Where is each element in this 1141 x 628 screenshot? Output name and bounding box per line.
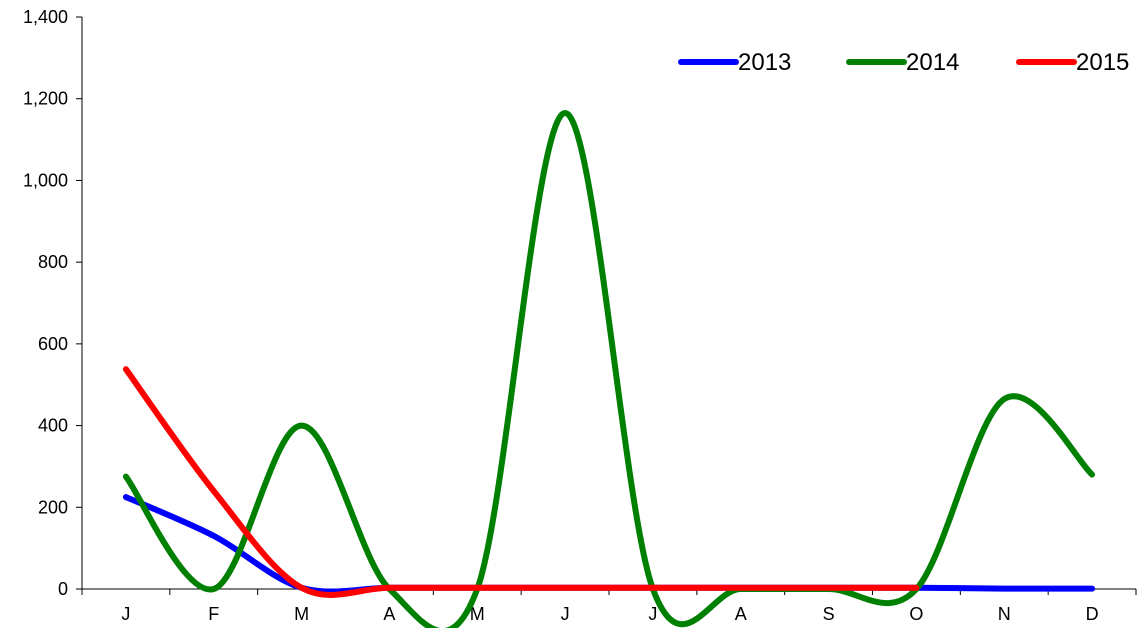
y-tick-label: 0 [58,579,68,599]
series-line-2015 [126,369,917,595]
y-tick-label: 400 [38,416,68,436]
legend-label-2013: 2013 [738,49,791,76]
series-lines [126,113,1092,628]
x-tick-label: J [648,604,657,624]
y-tick-label: 1,400 [23,7,68,27]
x-tick-label: J [121,604,130,624]
series-line-2014 [126,113,1092,628]
y-tick-label: 600 [38,334,68,354]
x-tick-label: D [1086,604,1099,624]
series-line-2013 [126,497,1092,592]
x-tick-label: A [383,604,395,624]
y-tick-label: 1,200 [23,89,68,109]
legend: 2013 2014 2015 [681,49,1129,76]
y-tick-label: 800 [38,252,68,272]
x-tick-label: J [561,604,570,624]
y-axis-ticks: 0 200 400 600 800 1,000 1,200 1,400 [23,7,82,599]
x-tick-label: A [735,604,747,624]
legend-label-2015: 2015 [1076,49,1129,76]
y-tick-label: 1,000 [23,170,68,190]
legend-label-2014: 2014 [906,49,959,76]
x-tick-label: M [294,604,309,624]
x-tick-label: O [909,604,923,624]
x-tick-label: N [998,604,1011,624]
y-tick-label: 200 [38,497,68,517]
x-tick-label: S [823,604,835,624]
x-tick-label: F [208,604,219,624]
